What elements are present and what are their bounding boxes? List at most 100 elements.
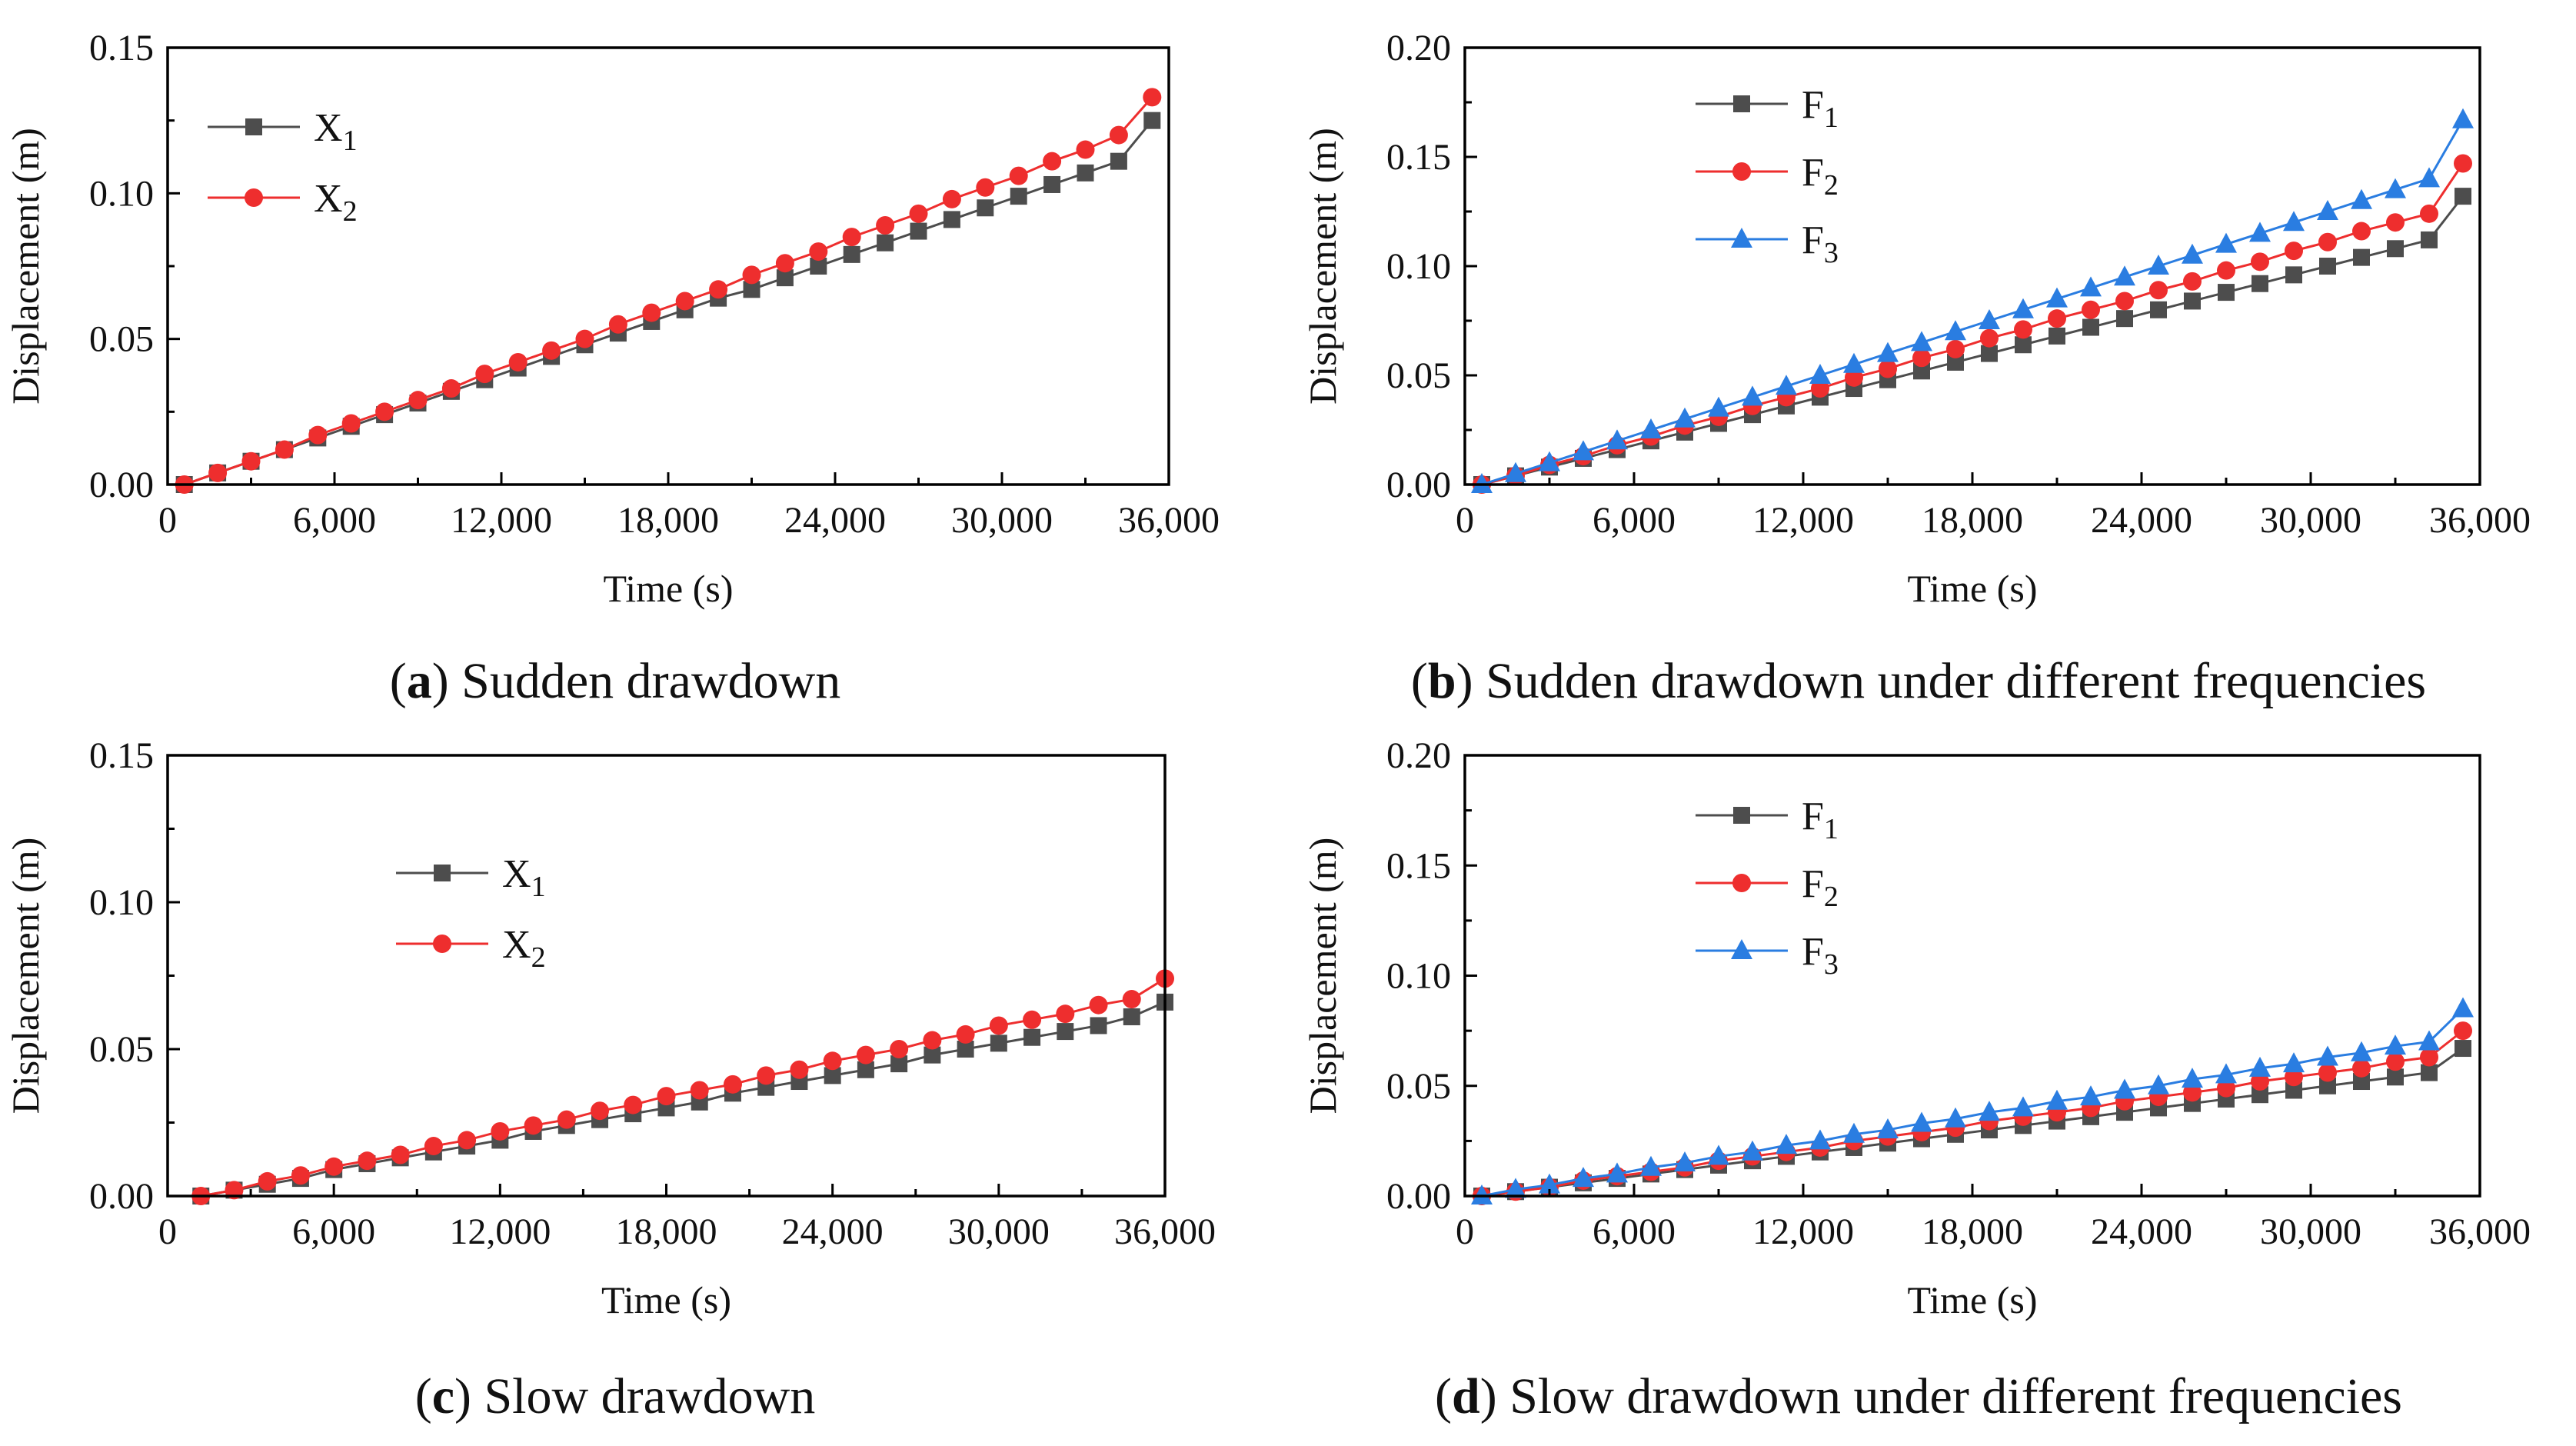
data-point: [976, 178, 995, 197]
data-point: [1742, 385, 1763, 406]
data-point: [1913, 362, 1930, 380]
y-tick-label: 0.20: [1386, 735, 1451, 776]
data-point: [2387, 1068, 2404, 1086]
data-point: [957, 1041, 974, 1058]
data-point: [1809, 1129, 1831, 1150]
data-point: [2218, 284, 2235, 302]
data-point: [2285, 242, 2303, 261]
data-point: [842, 228, 861, 247]
x-tick-label: 24,000: [784, 500, 886, 541]
data-point: [2182, 243, 2203, 264]
chart-panel-d: 0 6,000 12,000 18,000 24,000 30,000 36,000 0.00…: [1301, 735, 2531, 1321]
data-point: [1979, 309, 2000, 329]
data-point: [1912, 348, 1931, 368]
x-tick-label: 6,000: [1593, 1211, 1676, 1252]
legend-marker: [245, 188, 263, 207]
data-point: [990, 1035, 1007, 1052]
data-point: [241, 451, 261, 471]
data-point: [2386, 1052, 2405, 1071]
data-point: [408, 391, 428, 410]
data-point: [1877, 342, 1899, 362]
y-tick-label: 0.00: [89, 465, 154, 505]
data-point: [709, 280, 728, 299]
data-point: [1776, 375, 1797, 395]
data-point: [2420, 204, 2438, 223]
data-point: [2352, 1058, 2371, 1078]
data-point: [909, 204, 928, 223]
data-point: [424, 1137, 443, 1156]
data-point: [1981, 345, 1998, 362]
data-point: [2215, 232, 2237, 253]
data-point: [1110, 152, 1127, 170]
legend-marker: [1731, 939, 1752, 959]
data-point: [2283, 211, 2305, 232]
x-tick-label: 24,000: [2091, 500, 2192, 541]
legend-label: F1: [1802, 795, 1839, 845]
data-point: [890, 1040, 909, 1058]
y-tick-label: 0.10: [1386, 956, 1451, 997]
legend-entry-x2: X2: [208, 177, 358, 228]
x-tick-label: 12,000: [1752, 500, 1854, 541]
data-point: [591, 1101, 610, 1121]
data-point: [1843, 1122, 1865, 1143]
series-line-f3: [1481, 118, 2465, 486]
x-tick-label: 18,000: [616, 1211, 717, 1252]
data-point: [341, 414, 361, 433]
y-tick-label: 0.15: [1386, 137, 1451, 178]
legend-label: X1: [502, 852, 546, 903]
x-tick-label: 12,000: [451, 500, 552, 541]
chart-panel-c: 0 6,000 12,000 18,000 24,000 30,000 36,000 0.00…: [4, 735, 1216, 1321]
data-point: [989, 1016, 1008, 1035]
data-point: [2082, 318, 2099, 336]
data-point: [1505, 461, 1526, 482]
y-tick-label: 0.15: [89, 735, 154, 776]
data-point: [275, 440, 294, 459]
data-point: [2353, 248, 2370, 266]
data-point: [743, 281, 760, 298]
data-point: [2285, 1081, 2302, 1099]
data-point: [1946, 339, 1965, 358]
data-point: [1811, 379, 1829, 398]
data-point: [2285, 266, 2302, 284]
data-point: [1845, 368, 1863, 387]
data-point: [2317, 1045, 2338, 1066]
data-point: [2385, 178, 2406, 198]
y-tick-label: 0.05: [1386, 1066, 1451, 1107]
data-point: [358, 1151, 377, 1171]
data-point: [1090, 1017, 1107, 1035]
y-axis-label: Displacement (m): [4, 128, 47, 405]
legend-label: F3: [1802, 930, 1839, 981]
legend-marker: [245, 118, 262, 135]
data-point: [642, 303, 661, 322]
data-point: [624, 1095, 643, 1114]
data-point: [1471, 473, 1493, 493]
x-tick-label: 0: [1456, 1211, 1474, 1252]
y-axis-label: Displacement (m): [1301, 128, 1344, 405]
y-tick-label: 0.10: [89, 173, 154, 214]
data-point: [2285, 1068, 2303, 1087]
data-point: [458, 1131, 477, 1150]
legend-entry-f1: F1: [1696, 83, 1839, 134]
data-point: [2455, 188, 2471, 205]
data-point: [1505, 1178, 1526, 1198]
data-point: [2319, 1077, 2336, 1094]
data-point: [2385, 1035, 2406, 1055]
data-point: [2251, 252, 2269, 272]
x-tick-label: 36,000: [1114, 1211, 1216, 1252]
data-point: [2048, 309, 2066, 328]
data-point: [1573, 1167, 1594, 1188]
data-point: [1979, 1101, 2000, 1121]
data-point: [1023, 1028, 1041, 1046]
series-line-x1: [200, 1001, 1166, 1198]
x-tick-label: 12,000: [449, 1211, 551, 1252]
data-point: [324, 1157, 344, 1176]
data-point: [757, 1066, 776, 1085]
data-point: [2421, 231, 2438, 248]
data-point: [2183, 1083, 2202, 1102]
data-point: [2215, 1063, 2237, 1084]
data-point: [1109, 125, 1128, 145]
data-point: [208, 463, 228, 482]
data-point: [1076, 140, 1095, 159]
data-point: [1089, 995, 1108, 1015]
data-point: [542, 341, 561, 360]
